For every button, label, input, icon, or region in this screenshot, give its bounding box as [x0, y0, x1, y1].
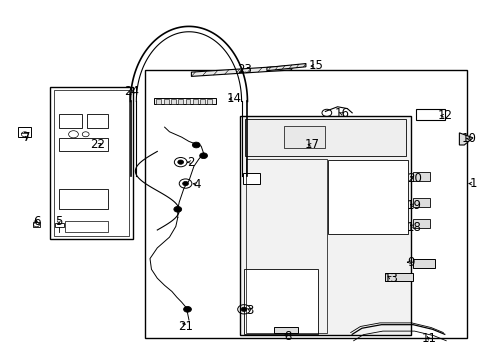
Polygon shape	[156, 99, 161, 104]
Text: 12: 12	[437, 109, 452, 122]
Circle shape	[184, 306, 192, 312]
Polygon shape	[267, 64, 306, 71]
Text: 7: 7	[23, 131, 30, 144]
Polygon shape	[413, 198, 430, 207]
Polygon shape	[243, 173, 260, 184]
Text: 6: 6	[33, 215, 40, 228]
Text: 15: 15	[308, 59, 323, 72]
Polygon shape	[416, 109, 445, 120]
Polygon shape	[240, 116, 411, 336]
Text: 8: 8	[284, 330, 292, 343]
Polygon shape	[244, 269, 318, 334]
Polygon shape	[164, 99, 169, 104]
Polygon shape	[245, 119, 406, 156]
Circle shape	[178, 160, 184, 164]
Text: 16: 16	[335, 107, 350, 120]
Text: 1: 1	[469, 177, 477, 190]
Text: 13: 13	[384, 272, 398, 285]
Polygon shape	[328, 160, 408, 234]
Text: 21: 21	[178, 320, 193, 333]
Text: 24: 24	[124, 85, 140, 98]
Circle shape	[174, 206, 182, 212]
Polygon shape	[460, 133, 473, 145]
Text: 22: 22	[90, 139, 105, 152]
Text: 19: 19	[407, 199, 422, 212]
Polygon shape	[186, 99, 191, 104]
Polygon shape	[192, 66, 291, 76]
Circle shape	[193, 142, 200, 148]
Polygon shape	[178, 99, 183, 104]
Text: 20: 20	[407, 172, 422, 185]
Text: 9: 9	[407, 256, 415, 269]
Text: 18: 18	[407, 221, 422, 234]
Polygon shape	[413, 172, 430, 181]
Text: 2: 2	[187, 156, 194, 168]
Circle shape	[241, 307, 247, 311]
Polygon shape	[200, 99, 205, 104]
Circle shape	[200, 153, 207, 158]
Circle shape	[183, 181, 189, 186]
Text: 11: 11	[422, 333, 437, 346]
Text: 17: 17	[305, 139, 320, 152]
Polygon shape	[207, 99, 212, 104]
Text: 14: 14	[227, 92, 242, 105]
Polygon shape	[171, 99, 176, 104]
Text: 3: 3	[246, 303, 253, 316]
Polygon shape	[154, 98, 216, 104]
Polygon shape	[274, 327, 297, 333]
Text: 10: 10	[462, 132, 477, 145]
Bar	[145, 70, 466, 338]
Text: 23: 23	[238, 63, 252, 76]
Polygon shape	[193, 99, 198, 104]
Text: 5: 5	[55, 215, 63, 228]
Polygon shape	[413, 219, 430, 228]
Polygon shape	[385, 273, 413, 281]
Polygon shape	[413, 259, 435, 267]
Text: 4: 4	[194, 178, 201, 191]
Polygon shape	[284, 126, 325, 148]
Polygon shape	[50, 87, 133, 239]
